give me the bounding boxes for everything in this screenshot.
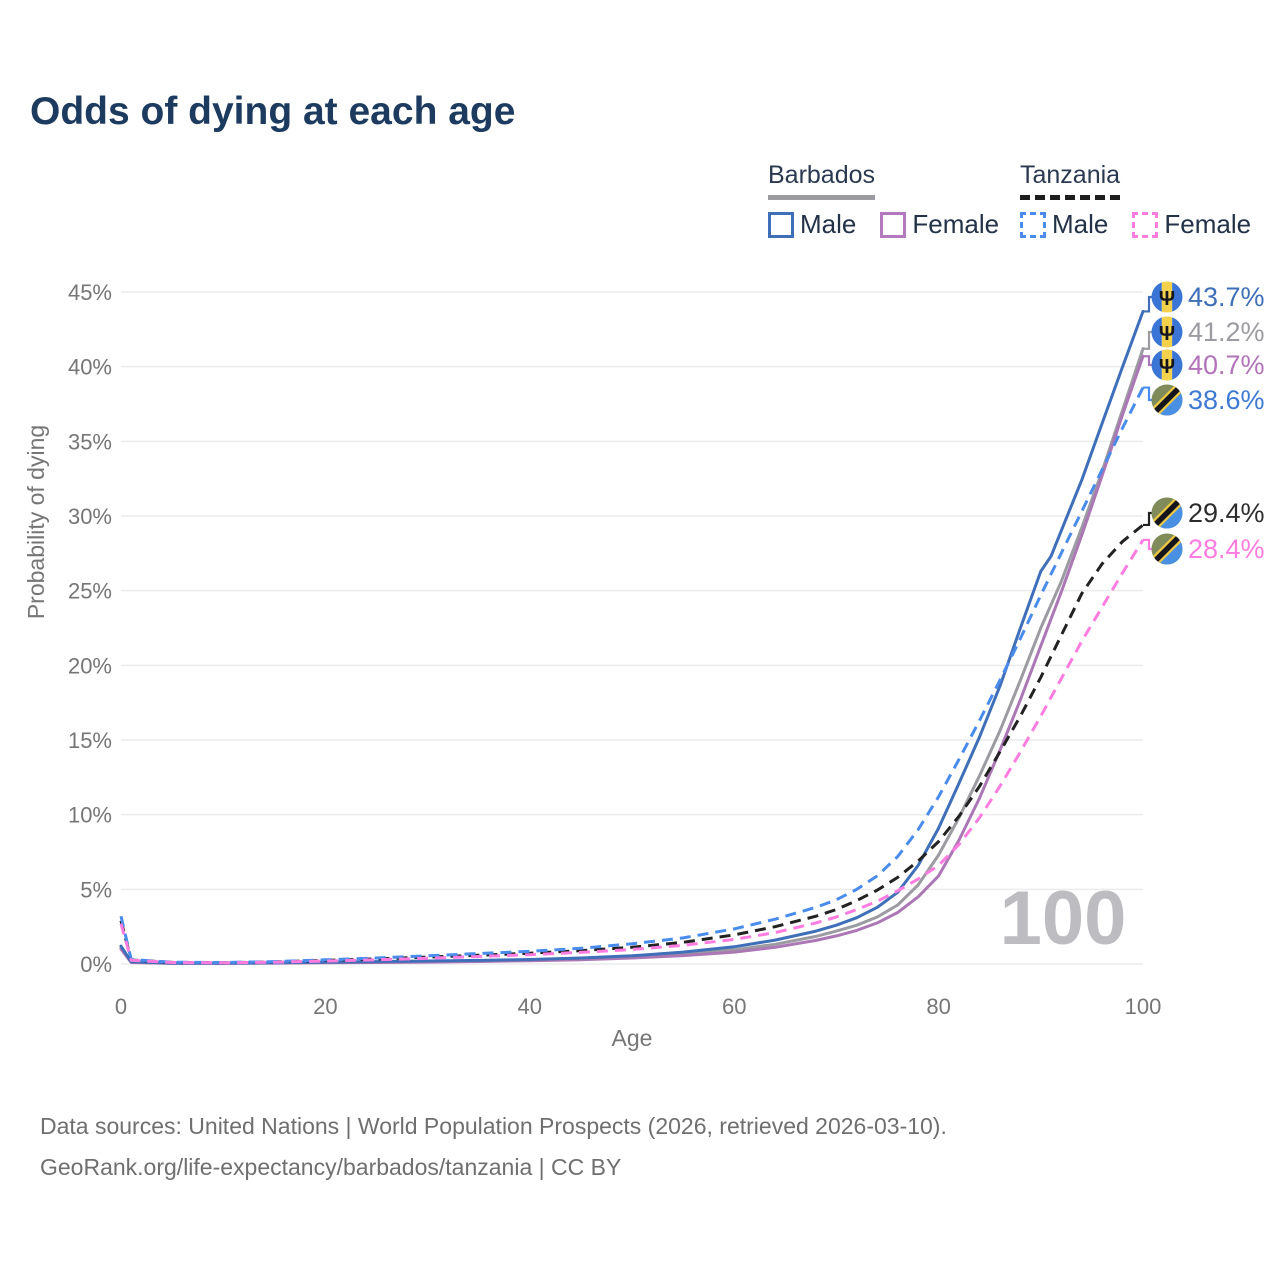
end-label-barbados-male: 43.7%	[1188, 282, 1265, 312]
age-counter-watermark: 100	[1000, 876, 1127, 961]
page-title: Odds of dying at each age	[30, 90, 516, 133]
y-axis-title: Probability of dying	[23, 425, 49, 619]
x-tick-label: 0	[115, 994, 127, 1019]
barbados-flag-part	[1161, 349, 1173, 381]
legend-item-tanzania-male[interactable]: Male	[1020, 209, 1108, 240]
tanzania-flag-part	[1151, 497, 1183, 529]
end-label-leader-tanzania-male	[1143, 386, 1153, 402]
barbados-flag-icon: Ψ	[1151, 349, 1183, 381]
tanzania-flag-icon	[1151, 533, 1183, 565]
y-tick-label: 5%	[80, 877, 112, 902]
x-tick-label: 60	[722, 994, 746, 1019]
y-tick-label: 25%	[68, 579, 112, 604]
barbados-flag-part	[1161, 281, 1173, 313]
y-tick-label: 45%	[68, 280, 112, 305]
data-sources-line1: Data sources: United Nations | World Pop…	[40, 1113, 947, 1139]
barbados-flag-part	[1151, 349, 1162, 381]
end-label-leader-barbados-female	[1143, 355, 1153, 367]
legend-label-tanzania-male: Male	[1052, 209, 1109, 239]
data-sources: Data sources: United Nations | World Pop…	[40, 1106, 947, 1188]
barbados-flag-part	[1172, 349, 1183, 381]
y-tick-label: 30%	[68, 504, 112, 529]
barbados-flag-part	[1172, 316, 1183, 348]
barbados-flag-part: Ψ	[1159, 323, 1175, 345]
end-label-leader-tanzania-total	[1143, 511, 1153, 527]
y-tick-label: 15%	[68, 728, 112, 753]
x-axis-title: Age	[612, 1025, 653, 1051]
tanzania-flag-part	[1151, 533, 1183, 565]
series-line-barbados-male	[119, 309, 1145, 965]
legend-item-tanzania-female[interactable]: Female	[1132, 209, 1251, 240]
y-tick-label: 35%	[68, 429, 112, 454]
barbados-flag-part: Ψ	[1159, 356, 1175, 378]
y-tick-label: 0%	[80, 952, 112, 977]
legend-title-tanzania: Tanzania	[1020, 161, 1121, 200]
end-label-leader-barbados-total	[1143, 330, 1153, 350]
end-label-tanzania-total: 29.4%	[1188, 498, 1265, 528]
legend-swatch-barbados-male	[768, 211, 794, 238]
series-line-barbados-female	[119, 354, 1145, 965]
end-label-barbados-female: 40.7%	[1188, 350, 1265, 380]
legend-group-tanzania: Tanzania Male Female	[1020, 161, 1251, 240]
tanzania-flag-icon	[1151, 384, 1183, 416]
end-label-barbados-total: 41.2%	[1188, 317, 1265, 347]
y-tick-label: 10%	[68, 803, 112, 828]
legend-items-barbados: Male Female	[768, 209, 999, 240]
barbados-flag-part	[1172, 281, 1183, 313]
series-line-tanzania-male	[119, 386, 1145, 964]
barbados-flag-part	[1151, 316, 1162, 348]
x-tick-label: 100	[1125, 994, 1162, 1019]
legend-label-barbados-male: Male	[800, 209, 857, 239]
legend-label-barbados-female: Female	[912, 209, 1000, 239]
barbados-flag-icon: Ψ	[1151, 316, 1183, 348]
barbados-flag-icon: Ψ	[1151, 281, 1183, 313]
series-line-tanzania-female	[119, 539, 1145, 965]
barbados-flag-part: Ψ	[1159, 288, 1175, 310]
x-tick-label: 80	[926, 994, 950, 1019]
legend-label-tanzania-female: Female	[1164, 209, 1252, 239]
legend-swatch-barbados-female	[880, 211, 907, 238]
tanzania-flag-part	[1151, 384, 1183, 416]
end-label-leader-tanzania-female	[1143, 538, 1153, 551]
legend-items-tanzania: Male Female	[1020, 209, 1251, 240]
legend-swatch-tanzania-male	[1020, 211, 1046, 238]
y-tick-label: 40%	[68, 355, 112, 380]
y-tick-label: 20%	[68, 653, 112, 678]
barbados-flag-part	[1151, 281, 1162, 313]
legend-swatch-tanzania-female	[1132, 211, 1159, 238]
tanzania-flag-icon	[1151, 497, 1183, 529]
legend-item-barbados-male[interactable]: Male	[768, 209, 856, 240]
end-label-leader-barbados-male	[1143, 295, 1153, 313]
data-sources-line2: GeoRank.org/life-expectancy/barbados/tan…	[40, 1154, 622, 1180]
end-label-tanzania-male: 38.6%	[1188, 385, 1265, 415]
x-tick-label: 20	[313, 994, 337, 1019]
end-label-tanzania-female: 28.4%	[1188, 534, 1265, 564]
legend-item-barbados-female[interactable]: Female	[880, 209, 999, 240]
legend-title-barbados: Barbados	[768, 161, 876, 200]
x-tick-label: 40	[518, 994, 542, 1019]
barbados-flag-part	[1161, 316, 1173, 348]
legend-group-barbados: Barbados Male Female	[768, 161, 999, 240]
